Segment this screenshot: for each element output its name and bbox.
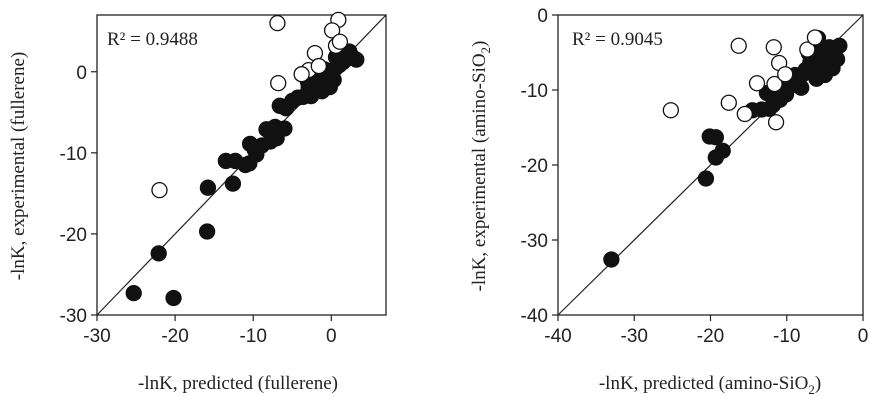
data-point-filled	[777, 86, 795, 103]
data-point-filled	[198, 223, 216, 240]
x-axis-label: -lnK, predicted (amino-SiO2)	[599, 373, 821, 396]
data-point-open	[323, 22, 341, 39]
data-point-filled	[793, 79, 810, 96]
data-point-open	[293, 66, 310, 83]
data-point-open	[269, 14, 286, 32]
data-point-filled	[697, 170, 715, 187]
data-point-open	[806, 29, 824, 46]
y-tick-label: -40	[521, 306, 548, 327]
y-tick-label: 0	[76, 63, 87, 84]
x-tick-label: -20	[161, 326, 188, 347]
data-point-open	[720, 94, 737, 111]
data-point-filled	[714, 142, 731, 159]
data-point-open	[310, 57, 327, 75]
x-tick-label: 0	[326, 326, 337, 347]
x-tick-label: -10	[773, 326, 800, 347]
y-axis-label: -lnK, experimental (amino-SiO2)	[469, 41, 493, 292]
data-point-filled	[165, 289, 182, 307]
data-point-filled	[237, 156, 254, 174]
y-tick-label: -10	[60, 144, 87, 165]
data-point-filled	[321, 79, 338, 96]
data-point-open	[766, 75, 783, 93]
data-point-filled	[224, 175, 242, 192]
data-point-open	[331, 33, 349, 50]
data-point-filled	[199, 179, 217, 196]
data-point-filled	[246, 141, 263, 158]
data-point-filled	[764, 96, 782, 114]
data-point-filled	[289, 89, 306, 106]
data-point-open	[767, 114, 785, 131]
r-squared-label: R² = 0.9045	[572, 29, 663, 50]
y-tick-label: -10	[521, 81, 548, 102]
data-point-open	[777, 66, 794, 83]
x-tick-label: -10	[239, 326, 266, 347]
data-point-filled	[150, 245, 167, 262]
data-point-filled	[125, 284, 142, 302]
x-tick-label: -30	[83, 326, 110, 347]
y-tick-label: -30	[521, 231, 548, 252]
plot-frame	[96, 14, 387, 316]
chart-panel-2: -40 -30 -20 -10 0 -40 -30 -20 -10 0 R² = 0.9045 -ln…	[469, 6, 868, 396]
data-point-filled	[824, 60, 841, 77]
x-tick-label: -20	[697, 326, 724, 347]
data-point-open	[748, 75, 766, 92]
r-squared-label: R² = 0.9488	[107, 29, 198, 50]
y-tick-label: -20	[521, 156, 548, 177]
y-tick-label: -20	[60, 225, 87, 246]
data-point-open	[151, 181, 168, 199]
x-tick-label: 0	[858, 326, 869, 347]
data-point-open	[662, 102, 679, 119]
data-point-open	[730, 37, 747, 54]
y-tick-label: 0	[537, 6, 548, 27]
x-axis-label: -lnK, predicted (fullerene)	[138, 373, 338, 394]
y-tick-label: -30	[60, 306, 87, 327]
x-tick-label: -30	[621, 326, 648, 347]
data-point-filled	[276, 120, 293, 137]
data-point-filled	[603, 251, 620, 268]
data-point-open	[270, 74, 287, 92]
data-point-open	[736, 105, 753, 123]
data-point-open	[765, 39, 782, 56]
x-tick-label: -40	[544, 326, 571, 347]
data-point-open	[799, 41, 816, 58]
data-point-filled	[258, 121, 275, 138]
y-axis-label: -lnK, experimental (fullerene)	[8, 52, 29, 280]
chart-panel-1: -30 -20 -10 0 -30 -20 -10 0 R² = 0.9488 -lnK, pre…	[8, 11, 387, 394]
data-point-filled	[707, 129, 724, 146]
